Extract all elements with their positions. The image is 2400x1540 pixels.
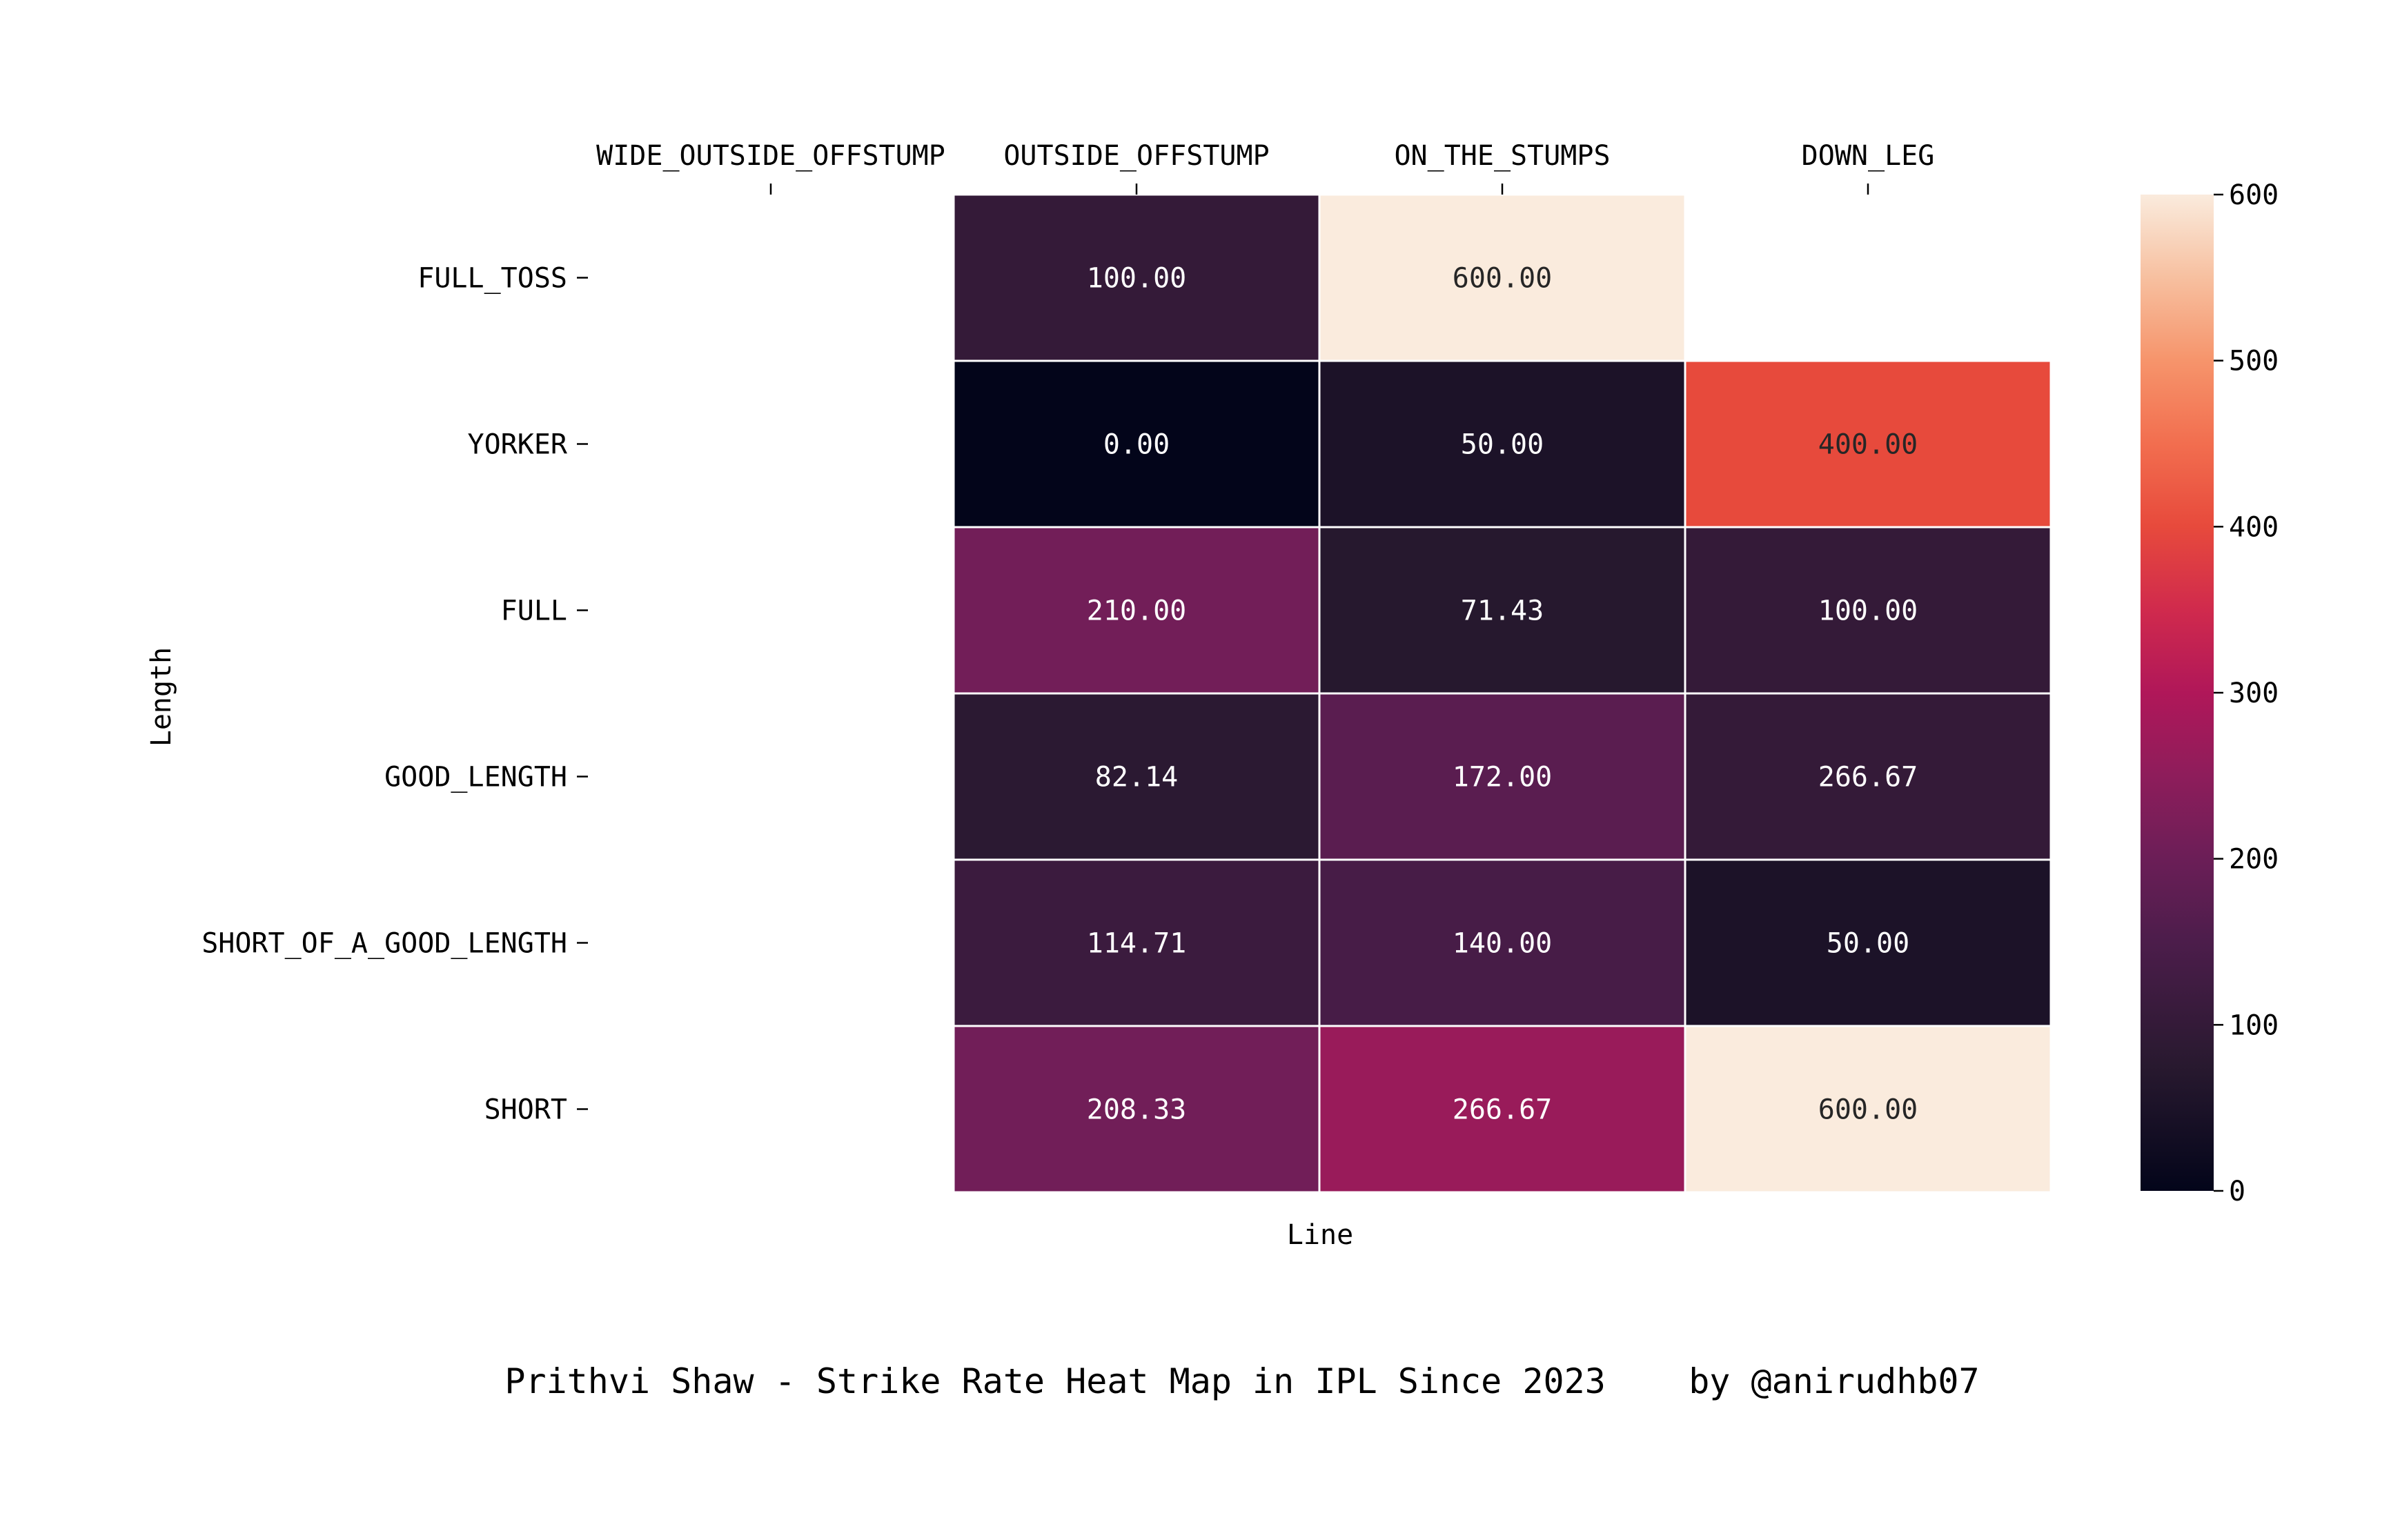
colorbar-tick-label: 400 [2229, 511, 2279, 543]
heatmap-cell [1684, 359, 2052, 529]
cell-value-label: 266.67 [1818, 762, 1918, 793]
cell-value-label: 50.00 [1827, 928, 1909, 960]
heatmap-cell [952, 359, 1321, 529]
x-tick-label: DOWN_LEG [1802, 140, 1935, 172]
heatmap-cell [1684, 858, 2052, 1027]
cell-value-label: 208.33 [1087, 1094, 1187, 1126]
y-axis-label: Length [146, 647, 177, 747]
cell-value-label: 100.00 [1087, 263, 1187, 295]
heatmap-cell [1318, 359, 1686, 529]
colorbar-tick-label: 500 [2229, 346, 2279, 377]
cell-value-label: 71.43 [1461, 595, 1544, 627]
heatmap-cell [1318, 692, 1686, 861]
cell-value-label: 82.14 [1095, 762, 1178, 793]
heatmap-cell [952, 858, 1321, 1027]
colorbar-tick-label: 600 [2229, 179, 2279, 211]
heatmap-cell [1684, 1025, 2052, 1194]
heatmap-cell [952, 1025, 1321, 1194]
cell-value-label: 600.00 [1453, 263, 1553, 295]
y-tick-label: FULL_TOSS [417, 263, 567, 295]
heatmap-cell [1318, 858, 1686, 1027]
heatmap-cell [1684, 692, 2052, 861]
y-tick-label: SHORT [484, 1094, 567, 1126]
x-axis-label: Line [1287, 1219, 1353, 1251]
chart-title: Prithvi Shaw - Strike Rate Heat Map in I… [504, 1361, 1979, 1401]
cell-value-label: 600.00 [1818, 1094, 1918, 1126]
colorbar-gradient [2141, 195, 2214, 1191]
y-tick-label: SHORT_OF_A_GOOD_LENGTH [201, 928, 567, 960]
y-tick-label: YORKER [468, 429, 568, 461]
cell-value-label: 50.00 [1461, 429, 1544, 461]
colorbar-tick-label: 0 [2229, 1176, 2245, 1207]
heatmap-cell [952, 526, 1321, 695]
heatmap-cell [1318, 1025, 1686, 1194]
colorbar: 0 100 200 300 400 500 600 [2141, 179, 2279, 1207]
y-tick-label: FULL [501, 595, 567, 627]
y-tick-label: GOOD_LENGTH [384, 762, 567, 793]
cell-value-label: 400.00 [1818, 429, 1918, 461]
colorbar-tick-label: 200 [2229, 844, 2279, 876]
cell-value-label: 100.00 [1818, 595, 1918, 627]
x-axis: WIDE_OUTSIDE_OFFSTUMP OUTSIDE_OFFSTUMP ON_… [596, 140, 1934, 195]
x-tick-label: OUTSIDE_OFFSTUMP [1003, 140, 1269, 172]
y-axis: FULL_TOSS YORKER FULL GOOD_LENGTH SHORT_OF_A… [201, 263, 588, 1126]
x-tick-label: ON_THE_STUMPS [1394, 140, 1610, 172]
colorbar-tick-label: 100 [2229, 1009, 2279, 1041]
cell-value-label: 210.00 [1087, 595, 1187, 627]
heatmap-cells: 100.00 600.00 0.00 50.00 400.00 210.00 71.43 10… [952, 193, 2052, 1194]
heatmap-cell [1318, 193, 1686, 362]
cell-value-label: 0.00 [1103, 429, 1170, 461]
cell-value-label: 172.00 [1453, 762, 1553, 793]
x-tick-label: WIDE_OUTSIDE_OFFSTUMP [596, 140, 945, 172]
cell-value-label: 140.00 [1453, 928, 1553, 960]
colorbar-tick-label: 300 [2229, 678, 2279, 709]
heatmap-cell [1684, 526, 2052, 695]
heatmap-cell [952, 193, 1321, 362]
cell-value-label: 266.67 [1453, 1094, 1553, 1126]
cell-value-label: 114.71 [1087, 928, 1187, 960]
